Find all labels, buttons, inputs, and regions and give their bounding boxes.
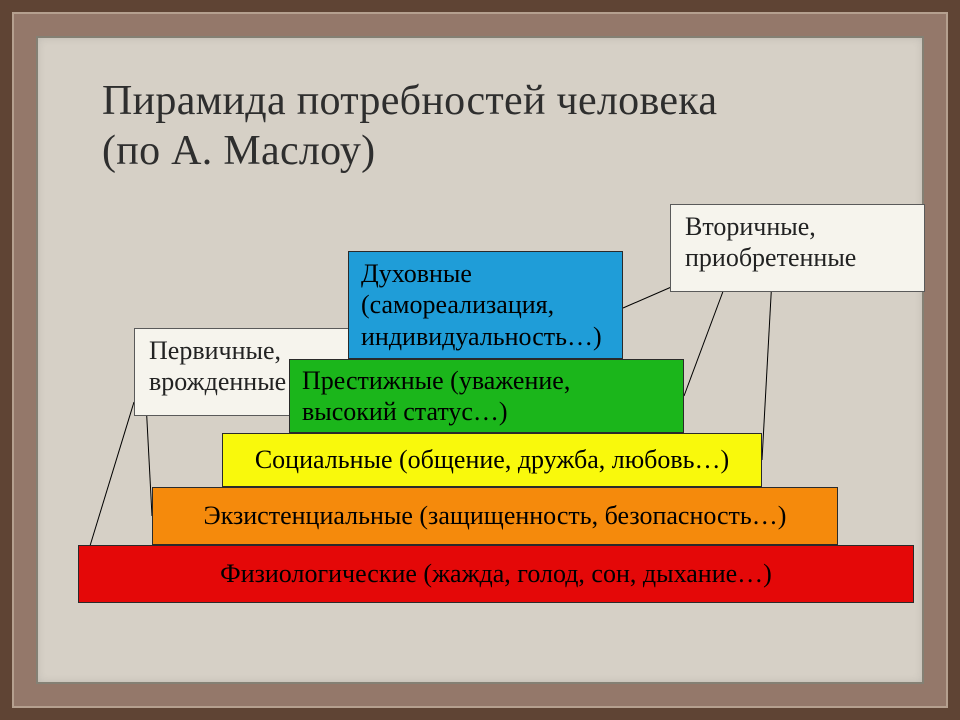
frame-mid: Пирамида потребностей человека (по А. Ма… bbox=[12, 12, 948, 708]
pyramid-level-physiological: Физиологические (жажда, голод, сон, дыха… bbox=[78, 545, 914, 603]
pyramid-level-label: Физиологические (жажда, голод, сон, дыха… bbox=[220, 558, 772, 589]
frame-outer: Пирамида потребностей человека (по А. Ма… bbox=[0, 0, 960, 720]
pyramid-level-prestige: Престижные (уважение, высокий статус…) bbox=[289, 359, 684, 433]
pyramid-level-label: Духовные (самореализация, индивидуальнос… bbox=[361, 258, 610, 352]
frame-inner: Пирамида потребностей человека (по А. Ма… bbox=[36, 36, 924, 684]
pyramid-level-label: Экзистенциальные (защищенность, безопасн… bbox=[204, 500, 787, 531]
slide-title: Пирамида потребностей человека (по А. Ма… bbox=[102, 76, 717, 177]
slide-canvas: Пирамида потребностей человека (по А. Ма… bbox=[72, 72, 960, 720]
pyramid-level-social: Социальные (общение, дружба, любовь…) bbox=[222, 433, 762, 487]
pyramid-level-spiritual: Духовные (самореализация, индивидуальнос… bbox=[348, 251, 623, 359]
label-secondary-acquired: Вторичные, приобретенные bbox=[670, 204, 925, 292]
pyramid-level-label: Социальные (общение, дружба, любовь…) bbox=[255, 444, 729, 475]
pyramid-level-label: Престижные (уважение, высокий статус…) bbox=[302, 365, 671, 427]
pyramid-level-existential: Экзистенциальные (защищенность, безопасн… bbox=[152, 487, 838, 545]
